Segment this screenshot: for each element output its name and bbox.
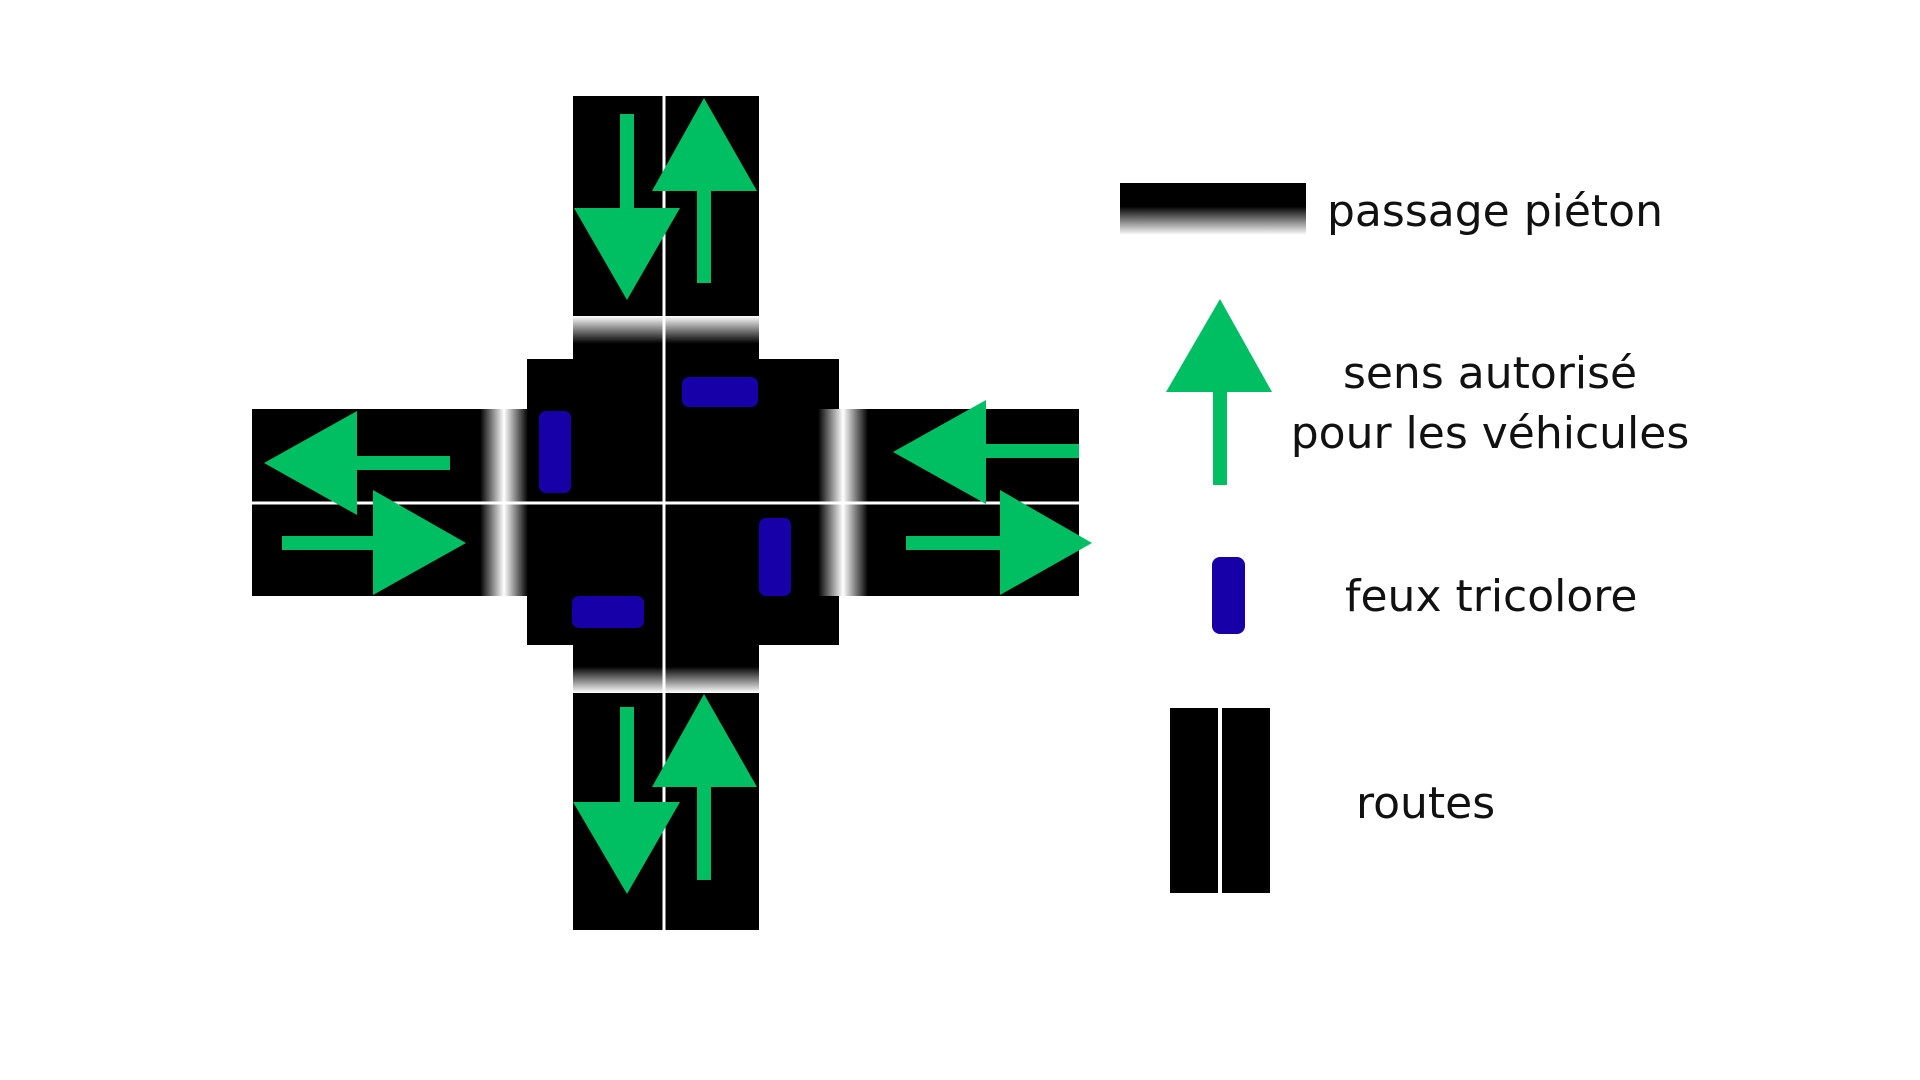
direction-arrows — [264, 98, 1092, 894]
legend-label-direction-line2: pour les véhicules — [1291, 408, 1690, 459]
traffic-light-east-approach — [759, 518, 791, 596]
blue-traffic-light-icon — [1212, 557, 1245, 634]
legend-label-traffic-light: feux tricolore — [1345, 571, 1638, 622]
legend: passage piéton sens autorisé pour les vé… — [1120, 183, 1689, 893]
arrow-down-icon — [573, 707, 680, 894]
arrow-left-icon — [893, 400, 1079, 504]
legend-item-crosswalk: passage piéton — [1120, 183, 1663, 237]
legend-label-roads: routes — [1356, 778, 1495, 829]
crosswalk-gradient-icon — [1120, 183, 1306, 235]
arrow-right-icon — [906, 490, 1092, 595]
legend-item-direction: sens autorisé pour les véhicules — [1166, 299, 1689, 485]
legend-label-crosswalk: passage piéton — [1327, 186, 1663, 237]
road-south — [573, 651, 759, 930]
arrow-down-icon — [574, 114, 680, 300]
crosswalk-south — [573, 645, 759, 693]
green-arrow-up-icon — [1166, 299, 1272, 485]
arrow-right-icon — [282, 490, 466, 595]
traffic-light-south-approach — [572, 596, 644, 628]
crosswalk-north — [573, 316, 759, 366]
road-north — [573, 96, 759, 319]
traffic-light-north-approach — [682, 377, 758, 407]
arrow-up-icon — [652, 98, 757, 283]
legend-item-roads: routes — [1170, 708, 1495, 893]
legend-item-traffic-light: feux tricolore — [1212, 557, 1638, 634]
arrow-up-icon — [652, 694, 757, 880]
traffic-light-west-approach — [539, 411, 571, 493]
two-lane-road-icon — [1170, 708, 1270, 893]
arrow-left-icon — [264, 411, 450, 515]
traffic-lights — [539, 377, 791, 628]
legend-label-direction-line1: sens autorisé — [1343, 348, 1637, 399]
